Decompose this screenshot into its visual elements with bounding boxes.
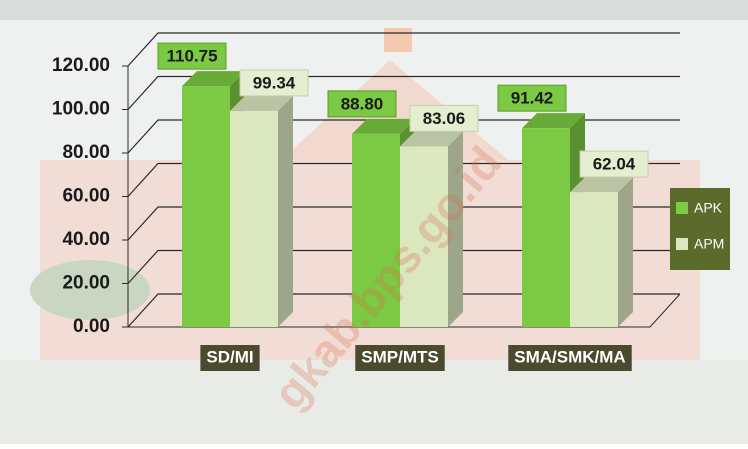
x-tick-label: SMP/MTS (361, 347, 438, 366)
y-tick-label: 120.00 (52, 55, 110, 76)
value-label: 110.75 (166, 47, 217, 66)
y-tick-label: 80.00 (62, 142, 110, 163)
legend-label: APM (694, 236, 724, 252)
x-tick-label: SD/MI (206, 347, 253, 366)
bar (182, 86, 230, 327)
sky-band (0, 0, 748, 20)
bar (570, 192, 618, 327)
legend-swatch (676, 202, 688, 214)
ground (0, 360, 748, 444)
value-label: 88.80 (341, 94, 384, 113)
bar (522, 128, 570, 327)
y-tick-label: 60.00 (62, 186, 110, 207)
value-label: 62.04 (593, 155, 636, 174)
y-tick-label: 40.00 (62, 229, 110, 250)
legend: APK APM (670, 188, 730, 270)
y-tick-label: 100.00 (52, 99, 110, 120)
y-tick-label: 20.00 (62, 273, 110, 294)
bar-side (278, 96, 293, 327)
value-label: 91.42 (511, 89, 554, 108)
legend-label: APK (694, 200, 723, 216)
bar (230, 111, 278, 327)
chart: 0.00 20.00 40.00 60.00 80.00 100.00 120.00 SD/… (0, 0, 748, 444)
value-label: 99.34 (253, 73, 296, 92)
bar-side (618, 177, 633, 327)
category-label: SD/MI (200, 345, 259, 371)
y-tick-label: 0.00 (73, 316, 110, 337)
x-tick-label: SMA/SMK/MA (514, 347, 625, 366)
flag (384, 28, 412, 52)
category-label: SMA/SMK/MA (508, 345, 631, 371)
legend-swatch (676, 238, 688, 250)
value-label: 83.06 (423, 109, 466, 128)
category-label: SMP/MTS (355, 345, 444, 371)
